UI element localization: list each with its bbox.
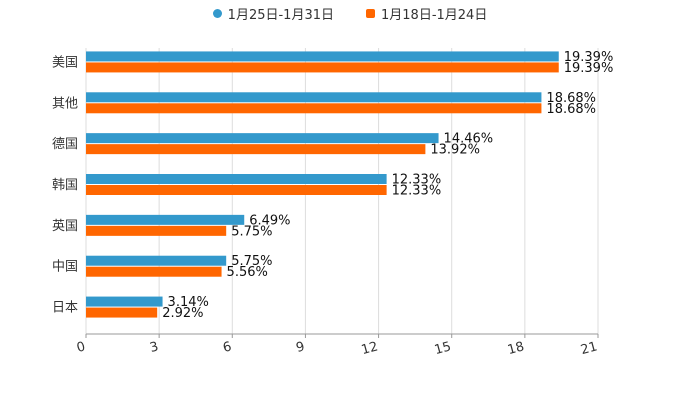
data-label: 18.68% xyxy=(546,91,596,106)
x-tick-label: 12 xyxy=(360,339,380,358)
category-label: 美国 xyxy=(52,55,78,70)
x-tick-label: 21 xyxy=(579,339,599,358)
category-label: 韩国 xyxy=(52,178,78,193)
data-label: 19.39% xyxy=(564,50,614,65)
data-label: 2.92% xyxy=(162,306,203,321)
category-label: 日本 xyxy=(52,301,78,316)
x-tick-label: 15 xyxy=(433,339,453,358)
data-label: 18.68% xyxy=(546,102,596,117)
data-label: 5.75% xyxy=(231,224,272,239)
legend: 1月25日-1月31日 1月18日-1月24日 xyxy=(0,4,700,23)
bar-series-2[interactable] xyxy=(86,62,559,73)
bar-series-2[interactable] xyxy=(86,307,158,318)
bar-series-2[interactable] xyxy=(86,144,426,155)
category-label: 英国 xyxy=(52,219,78,234)
x-tick-label: 9 xyxy=(295,339,307,356)
bar-series-1[interactable] xyxy=(86,255,227,266)
bar-series-1[interactable] xyxy=(86,214,245,225)
bar-series-2[interactable] xyxy=(86,225,227,236)
bar-series-2[interactable] xyxy=(86,185,387,195)
bar-series-1[interactable] xyxy=(86,92,542,103)
bar-series-1[interactable] xyxy=(86,174,387,184)
legend-item-series-1[interactable]: 1月25日-1月31日 xyxy=(212,4,334,23)
legend-label-series-1: 1月25日-1月31日 xyxy=(227,7,334,23)
bar-series-1[interactable] xyxy=(86,133,439,144)
data-label: 6.49% xyxy=(249,213,290,228)
legend-item-series-2[interactable]: 1月18日-1月24日 xyxy=(366,4,487,23)
data-label: 19.39% xyxy=(564,61,614,76)
x-tick-label: 6 xyxy=(221,339,233,356)
category-label: 其他 xyxy=(52,96,78,111)
x-tick-label: 3 xyxy=(148,339,160,356)
category-label: 德国 xyxy=(52,137,78,152)
data-label: 12.33% xyxy=(392,184,442,199)
x-tick-label: 0 xyxy=(75,339,87,356)
data-label: 12.33% xyxy=(392,173,442,188)
legend-label-series-2: 1月18日-1月24日 xyxy=(381,7,488,23)
legend-swatch-series-2 xyxy=(366,8,375,18)
category-label: 中国 xyxy=(52,260,78,275)
bar-series-2[interactable] xyxy=(86,266,222,277)
bar-series-2[interactable] xyxy=(86,103,542,114)
data-label: 5.56% xyxy=(227,265,268,280)
legend-swatch-series-1 xyxy=(212,8,222,18)
data-label: 13.92% xyxy=(430,143,480,158)
data-label: 3.14% xyxy=(168,295,209,310)
data-label: 5.75% xyxy=(231,254,272,269)
bar-series-1[interactable] xyxy=(86,296,163,307)
bar-series-1[interactable] xyxy=(86,51,559,62)
data-label: 14.46% xyxy=(444,132,494,147)
x-tick-label: 18 xyxy=(506,339,526,358)
